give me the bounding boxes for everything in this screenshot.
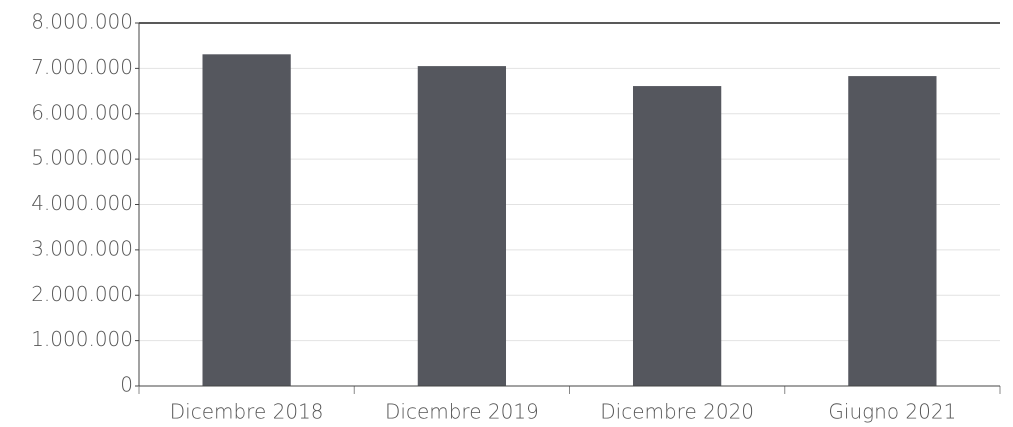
x-tick-label: Dicembre 2019 (385, 400, 539, 424)
bar (848, 76, 937, 387)
y-tick-label: 5.000.000 (31, 146, 133, 170)
bar (417, 66, 507, 386)
y-tick-label: 6.000.000 (31, 100, 133, 124)
x-tick-label: Dicembre 2018 (170, 400, 324, 424)
bar (632, 86, 722, 386)
y-tick-label: 4.000.000 (31, 191, 133, 215)
x-tick-label: Giugno 2021 (828, 400, 956, 424)
y-tick-label: 0 (120, 373, 133, 397)
y-tick-label: 1.000.000 (31, 327, 133, 351)
y-tick-label: 2.000.000 (31, 282, 133, 306)
y-tick-label: 3.000.000 (31, 236, 133, 260)
bar (202, 54, 291, 387)
y-tick-label: 7.000.000 (31, 55, 133, 79)
y-tick-label: 8.000.000 (31, 10, 133, 34)
x-tick-label: Dicembre 2020 (600, 400, 754, 424)
